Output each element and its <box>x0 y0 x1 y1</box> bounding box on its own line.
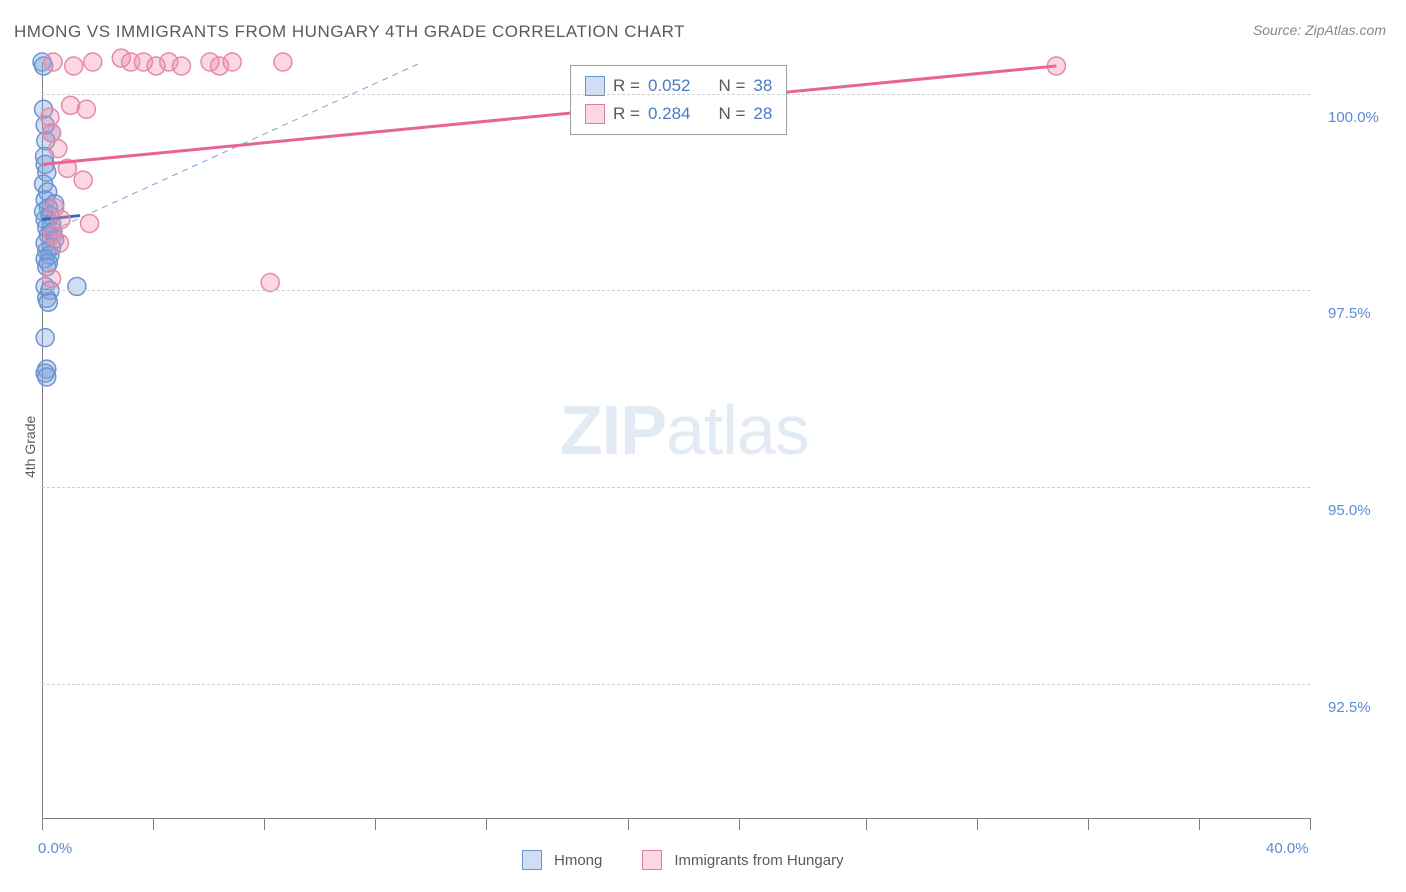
x-tick <box>628 818 629 830</box>
data-point <box>49 140 67 158</box>
x-tick-label: 40.0% <box>1266 840 1309 857</box>
x-tick <box>866 818 867 830</box>
stat-r-label: R = <box>613 100 640 128</box>
stats-row: R = 0.284 N = 28 <box>585 100 772 128</box>
data-point <box>39 293 57 311</box>
data-point <box>74 171 92 189</box>
legend-label: Immigrants from Hungary <box>674 852 843 869</box>
y-tick-label: 95.0% <box>1328 502 1371 519</box>
series-swatch <box>585 104 605 124</box>
stat-r-value: 0.284 <box>648 100 691 128</box>
x-tick <box>42 818 43 830</box>
data-point <box>41 108 59 126</box>
data-point <box>77 100 95 118</box>
y-tick-label: 100.0% <box>1328 109 1379 126</box>
stats-row: R = 0.052 N = 38 <box>585 72 772 100</box>
stat-n-label: N = <box>718 100 745 128</box>
x-tick-label: 0.0% <box>38 840 72 857</box>
data-point <box>84 53 102 71</box>
gridline <box>42 94 1310 95</box>
data-point <box>50 234 68 252</box>
x-tick <box>1088 818 1089 830</box>
stat-n-label: N = <box>718 72 745 100</box>
y-tick-label: 97.5% <box>1328 305 1371 322</box>
x-tick <box>1199 818 1200 830</box>
legend-swatch <box>522 850 542 870</box>
data-point <box>36 329 54 347</box>
data-point <box>261 274 279 292</box>
data-point <box>38 368 56 386</box>
legend: Hmong Immigrants from Hungary <box>522 850 872 870</box>
stat-n-value: 38 <box>753 72 772 100</box>
x-tick <box>153 818 154 830</box>
data-point <box>43 270 61 288</box>
data-point <box>65 57 83 75</box>
data-point <box>62 96 80 114</box>
correlation-stats-box: R = 0.052 N = 38 R = 0.284 N = 28 <box>570 65 787 135</box>
x-tick <box>486 818 487 830</box>
stat-n-value: 28 <box>753 100 772 128</box>
x-tick <box>1310 818 1311 830</box>
data-point <box>172 57 190 75</box>
legend-swatch <box>642 850 662 870</box>
data-point <box>44 53 62 71</box>
data-point <box>223 53 241 71</box>
legend-label: Hmong <box>554 852 602 869</box>
x-tick <box>264 818 265 830</box>
gridline <box>42 684 1310 685</box>
y-tick-label: 92.5% <box>1328 699 1371 716</box>
x-tick <box>977 818 978 830</box>
x-tick <box>739 818 740 830</box>
data-point <box>274 53 292 71</box>
gridline <box>42 290 1310 291</box>
stat-r-label: R = <box>613 72 640 100</box>
x-tick <box>375 818 376 830</box>
gridline <box>42 487 1310 488</box>
stat-r-value: 0.052 <box>648 72 691 100</box>
data-point <box>68 277 86 295</box>
data-point <box>81 214 99 232</box>
